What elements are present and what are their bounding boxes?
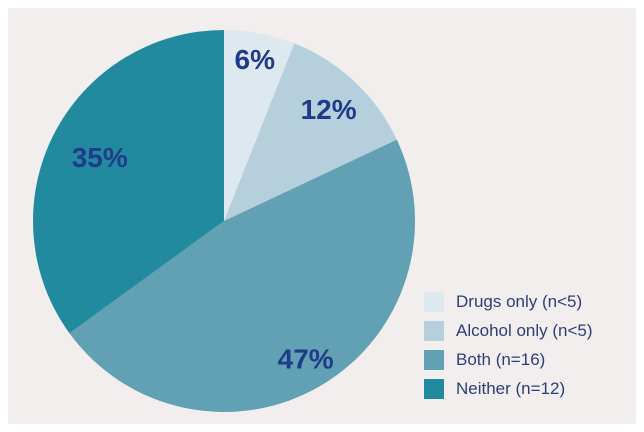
legend-label: Both (n=16): [456, 349, 546, 369]
pie-slice-both: [69, 139, 415, 413]
legend-item-alcohol-only: Alcohol only (n<5): [424, 316, 593, 345]
legend-item-neither: Neither (n=12): [424, 374, 593, 403]
legend-swatch: [424, 349, 444, 370]
pie-chart: 6% 12% 47% 35%: [32, 30, 415, 413]
legend-label: Drugs only (n<5): [456, 291, 583, 311]
pie-label-drugs-only: 6%: [235, 44, 276, 75]
legend: Drugs only (n<5) Alcohol only (n<5) Both…: [424, 287, 593, 403]
pie-slice-neither: [32, 30, 224, 334]
legend-swatch: [424, 320, 444, 341]
pie-slice-alcohol-only: [224, 43, 397, 222]
pie-label-both: 47%: [278, 344, 334, 375]
chart-panel: 6% 12% 47% 35% Drugs only (n<5) Alcohol onl…: [8, 8, 636, 424]
legend-swatch: [424, 378, 444, 399]
legend-item-drugs-only: Drugs only (n<5): [424, 287, 593, 316]
legend-label: Neither (n=12): [456, 378, 566, 398]
pie-label-alcohol-only: 12%: [301, 94, 357, 125]
legend-label: Alcohol only (n<5): [456, 320, 593, 340]
pie-slice-drugs-only: [224, 30, 295, 221]
legend-item-both: Both (n=16): [424, 345, 593, 374]
legend-swatch: [424, 291, 444, 312]
pie-label-neither: 35%: [72, 142, 128, 173]
